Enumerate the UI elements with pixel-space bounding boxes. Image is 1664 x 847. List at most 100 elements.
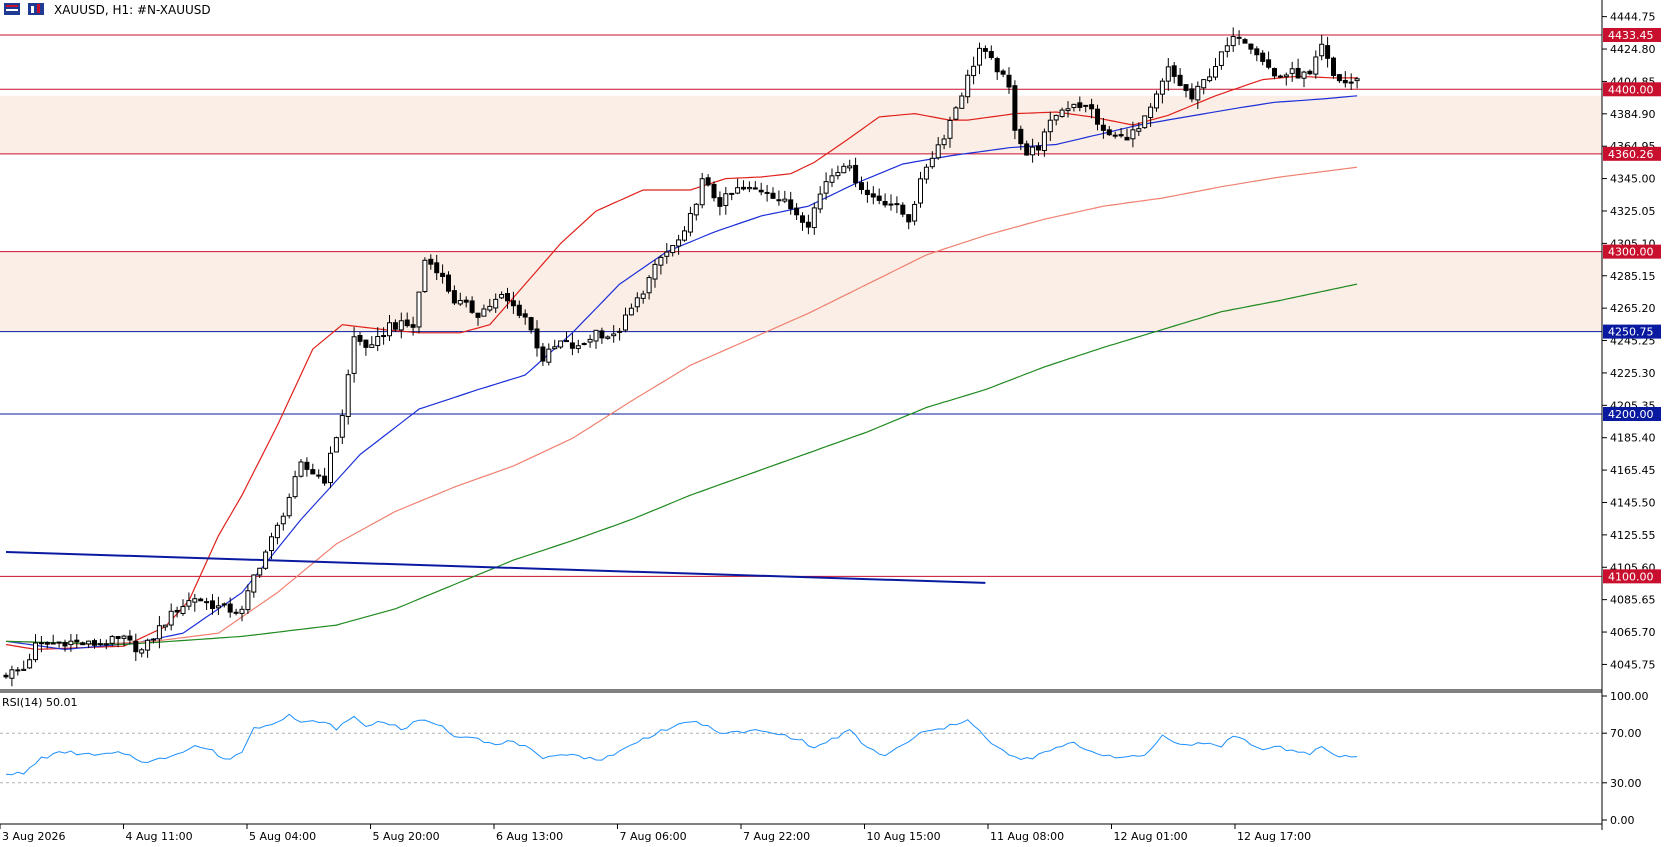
candle-body bbox=[1242, 39, 1248, 44]
price-tick-label: 4345.00 bbox=[1610, 173, 1656, 186]
candle-body bbox=[428, 258, 434, 265]
price-tick-label: 4125.55 bbox=[1610, 529, 1656, 542]
candle-body bbox=[1024, 143, 1030, 156]
candle-body bbox=[953, 107, 959, 120]
candle-body bbox=[558, 340, 564, 348]
candle-body bbox=[534, 328, 540, 349]
candle-body bbox=[1195, 85, 1201, 101]
candle-body bbox=[717, 197, 723, 207]
candle-body bbox=[481, 308, 487, 317]
candle-body bbox=[139, 649, 145, 654]
candle-body bbox=[628, 307, 634, 316]
price-tick-label: 4424.80 bbox=[1610, 43, 1656, 56]
candle-body bbox=[794, 207, 800, 216]
level-price-tag bbox=[1603, 27, 1661, 42]
candle-body bbox=[823, 181, 829, 194]
candle-body bbox=[487, 305, 493, 311]
candle-body bbox=[888, 203, 894, 206]
support-resistance-zone bbox=[0, 95, 1602, 154]
candle-body bbox=[1159, 80, 1165, 95]
candle-body bbox=[994, 58, 1000, 73]
level-price-label: 4400.00 bbox=[1608, 83, 1654, 96]
candle-body bbox=[652, 263, 658, 280]
level-price-label: 4200.00 bbox=[1608, 408, 1654, 421]
level-price-label: 4300.00 bbox=[1608, 246, 1654, 259]
candle-body bbox=[1183, 84, 1189, 91]
level-price-tag bbox=[1603, 407, 1661, 421]
candle-body bbox=[251, 574, 257, 593]
candle-body bbox=[38, 642, 44, 645]
level-price-tag bbox=[1603, 146, 1661, 161]
candle-body bbox=[1325, 45, 1331, 59]
candle-body bbox=[587, 338, 593, 343]
candle-body bbox=[127, 635, 133, 641]
moving-average-line bbox=[5, 283, 1358, 646]
candle-body bbox=[1077, 102, 1083, 108]
candle-body bbox=[617, 330, 623, 333]
candle-body bbox=[1100, 124, 1106, 131]
candle-body bbox=[800, 215, 805, 223]
candle-body bbox=[864, 189, 870, 196]
candle-body bbox=[1165, 66, 1171, 82]
candle-body bbox=[62, 641, 68, 647]
candle-body bbox=[133, 640, 139, 653]
price-tick-label: 4145.50 bbox=[1610, 496, 1656, 509]
candle-body bbox=[180, 606, 186, 615]
time-tick-label: 11 Aug 08:00 bbox=[990, 830, 1064, 843]
chart-type-icon[interactable] bbox=[28, 3, 44, 15]
candle-body bbox=[977, 47, 982, 66]
candle-body bbox=[758, 189, 764, 193]
candle-body bbox=[68, 640, 74, 646]
candle-body bbox=[971, 65, 977, 77]
time-tick-label: 5 Aug 04:00 bbox=[249, 830, 316, 843]
level-price-label: 4100.00 bbox=[1608, 570, 1654, 583]
candle-body bbox=[611, 333, 617, 337]
candle-body bbox=[1218, 51, 1224, 66]
candle-body bbox=[304, 461, 310, 470]
candle-body bbox=[947, 120, 953, 139]
candle-body bbox=[469, 300, 475, 313]
candle-body bbox=[493, 298, 499, 309]
level-price-tag bbox=[1603, 324, 1661, 339]
candle-body bbox=[835, 172, 841, 177]
candle-body bbox=[670, 244, 676, 254]
candle-body bbox=[369, 344, 375, 348]
candle-body bbox=[1313, 56, 1319, 75]
candle-body bbox=[21, 668, 27, 671]
candle-body bbox=[316, 474, 322, 477]
candle-body bbox=[392, 322, 398, 330]
candle-body bbox=[1130, 129, 1136, 140]
candle-body bbox=[446, 274, 451, 292]
candle-body bbox=[646, 277, 652, 294]
moving-average-line bbox=[5, 95, 1358, 651]
price-tick-label: 4225.30 bbox=[1610, 367, 1656, 380]
candle-body bbox=[505, 293, 510, 302]
candle-body bbox=[186, 600, 192, 607]
candle-body bbox=[658, 256, 664, 266]
candle-body bbox=[1106, 129, 1112, 136]
candle-body bbox=[581, 343, 587, 346]
candle-body bbox=[935, 144, 941, 159]
candle-body bbox=[239, 608, 245, 614]
candle-body bbox=[440, 272, 446, 277]
candle-body bbox=[363, 339, 369, 348]
price-tick-label: 4045.75 bbox=[1610, 658, 1656, 671]
level-price-label: 4250.75 bbox=[1608, 326, 1654, 339]
level-price-label: 4433.45 bbox=[1608, 29, 1654, 42]
candle-body bbox=[918, 178, 923, 204]
rsi-tick-label: 30.00 bbox=[1610, 777, 1642, 790]
candle-body bbox=[375, 336, 381, 346]
candle-body bbox=[1201, 79, 1207, 89]
candle-body bbox=[752, 187, 758, 190]
candle-body bbox=[605, 336, 611, 339]
candle-body bbox=[33, 642, 38, 661]
candle-body bbox=[811, 207, 817, 229]
candle-body bbox=[1059, 109, 1065, 117]
candle-body bbox=[1236, 36, 1242, 39]
candle-body bbox=[1124, 136, 1130, 141]
support-resistance-zone bbox=[0, 251, 1602, 332]
candle-body bbox=[298, 461, 304, 477]
price-tick-label: 4065.70 bbox=[1610, 626, 1656, 639]
